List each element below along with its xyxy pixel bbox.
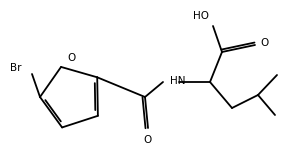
Text: O: O xyxy=(68,53,76,63)
Text: O: O xyxy=(260,38,268,48)
Text: HO: HO xyxy=(193,11,209,21)
Text: Br: Br xyxy=(10,63,22,73)
Text: O: O xyxy=(144,135,152,145)
Text: HN: HN xyxy=(170,76,185,86)
